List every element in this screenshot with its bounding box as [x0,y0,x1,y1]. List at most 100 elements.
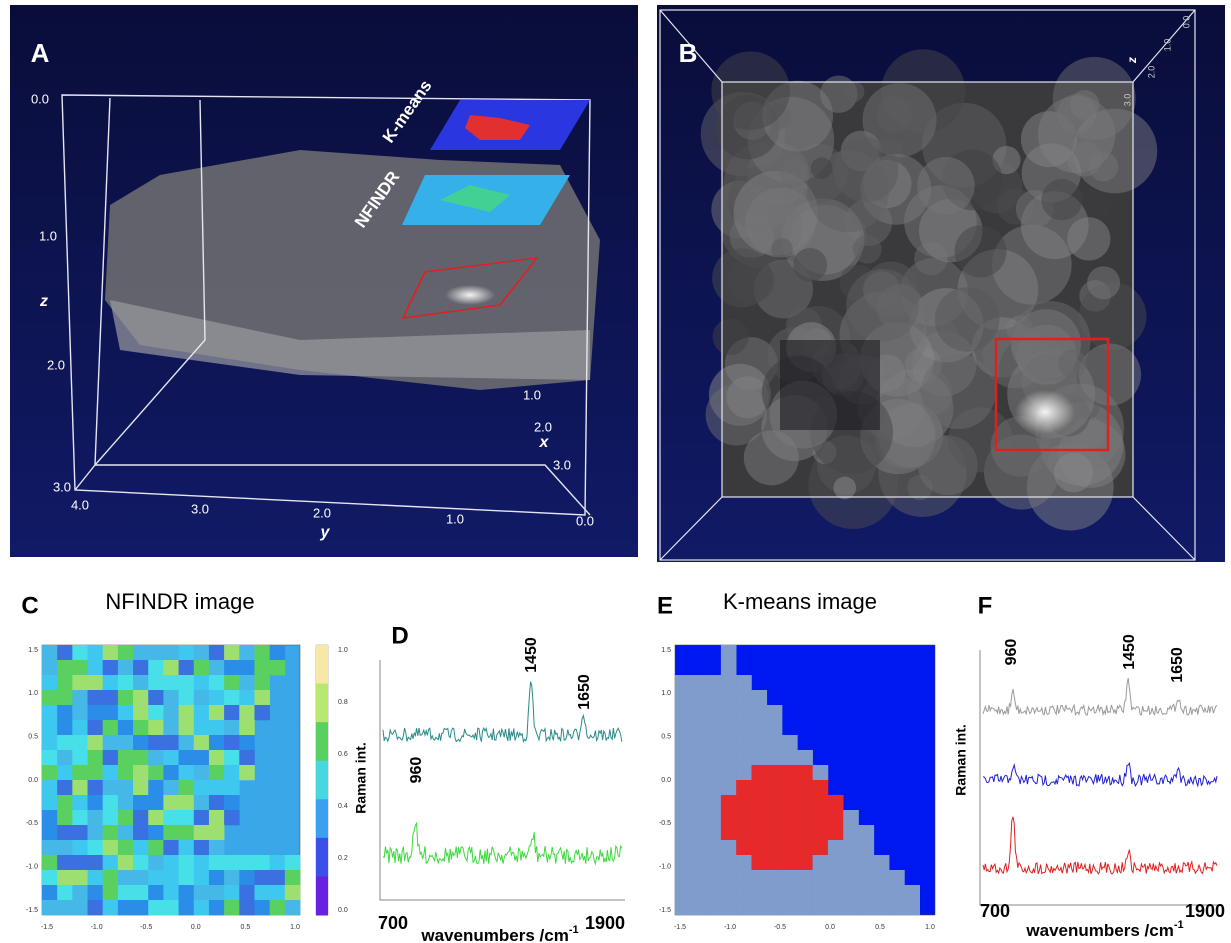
cell [88,675,103,690]
cell [706,855,722,870]
cell [675,840,691,855]
cell [751,840,767,855]
cell [813,765,829,780]
tick-label: -0.5 [140,924,152,931]
cell [797,840,813,855]
cell [209,825,224,840]
cell [57,780,72,795]
tick-label: 0.2 [338,855,348,862]
cell [148,870,163,885]
cell [736,705,752,720]
cell [270,645,285,660]
cell [118,675,133,690]
cell [797,765,813,780]
cell [736,675,752,690]
cell [690,765,706,780]
cell [254,870,269,885]
cell [751,735,767,750]
cell [133,705,148,720]
cell [103,645,118,660]
cell [254,675,269,690]
texture-blob [793,248,827,282]
cell [751,720,767,735]
cell [163,645,178,660]
cell [224,855,239,870]
cell [179,885,194,900]
tick-label: -0.5 [26,820,38,827]
cell [797,780,813,795]
cell [889,870,905,885]
cell [163,720,178,735]
tick-label: 3.0 [53,479,71,494]
tick-label: 2.0 [47,357,65,372]
texture-blob [955,225,1007,277]
tick-label: 0.0 [28,777,38,784]
cell [118,720,133,735]
texture-blob [844,81,864,101]
cell [194,750,209,765]
cell [194,645,209,660]
cell [72,885,87,900]
tick-label: 700 [378,913,408,933]
cell [194,840,209,855]
cell [751,765,767,780]
cell [285,855,300,870]
cell [224,780,239,795]
cell [179,690,194,705]
dark-area [780,340,880,430]
cell [179,795,194,810]
cell [690,780,706,795]
cell [767,780,783,795]
cell [103,750,118,765]
tick-label: 0.6 [338,751,348,758]
cell [690,720,706,735]
cell [224,645,239,660]
cell [163,675,178,690]
tick-label: 1.0 [338,647,348,654]
cell [57,765,72,780]
cell [270,855,285,870]
cell [209,855,224,870]
cell [751,780,767,795]
cell [239,720,254,735]
tick-label: 0.5 [661,734,671,741]
cell [118,765,133,780]
cell [721,855,737,870]
cell [194,795,209,810]
cell [42,870,57,885]
cell [148,810,163,825]
tick-label: 2.0 [534,419,552,434]
cell [706,735,722,750]
cell [42,675,57,690]
cell [828,885,844,900]
cell [813,870,829,885]
cell [118,825,133,840]
cell [72,645,87,660]
colorbar-step [316,684,328,723]
cell [224,660,239,675]
cell [72,780,87,795]
cell [736,900,752,915]
tick-label: 0.0 [661,777,671,784]
bright-spot [1015,390,1075,434]
cell [103,720,118,735]
cell [179,825,194,840]
cell [72,690,87,705]
tick-label: 700 [980,901,1010,921]
cell [782,795,798,810]
cell [72,660,87,675]
cell [133,825,148,840]
cell [118,810,133,825]
cell [736,795,752,810]
cell [194,660,209,675]
cell [148,705,163,720]
cell [675,810,691,825]
cell [254,900,269,915]
cell [270,900,285,915]
cell [675,795,691,810]
cell [209,840,224,855]
cell [797,855,813,870]
texture-blob [780,159,808,187]
cell [859,885,875,900]
cell [224,810,239,825]
